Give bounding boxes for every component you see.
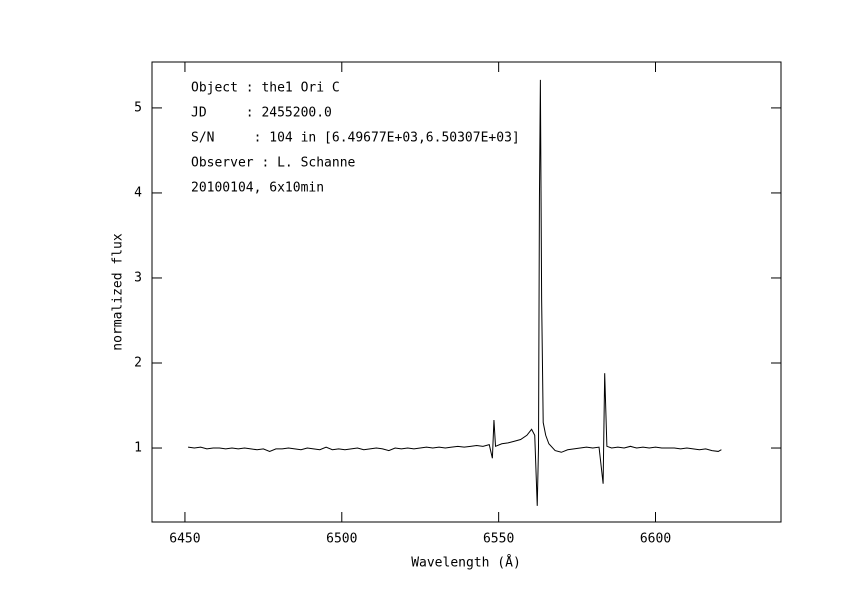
annotation: Observer : L. Schanne (191, 156, 356, 171)
x-axis-label: Wavelength (Å) (411, 555, 521, 571)
spectrum-line (188, 79, 722, 506)
x-tick-label: 6450 (169, 532, 200, 547)
x-tick-label: 6500 (326, 532, 357, 547)
x-tick-label: 6600 (640, 532, 671, 547)
plot-frame (151, 61, 782, 523)
annotation: JD : 2455200.0 (191, 106, 332, 121)
annotation: S/N : 104 in [6.49677E+03,6.50307E+03] (191, 131, 520, 146)
annotation: Object : the1 Ori C (191, 81, 340, 96)
y-tick-label: 4 (134, 185, 142, 200)
y-tick-label: 3 (134, 270, 142, 285)
y-tick-label: 1 (134, 441, 142, 456)
y-tick-label: 5 (134, 100, 142, 115)
annotation: 20100104, 6x10min (191, 181, 324, 196)
x-tick-label: 6550 (483, 532, 514, 547)
y-tick-label: 2 (134, 355, 142, 370)
y-axis-label: normalized flux (111, 233, 126, 351)
